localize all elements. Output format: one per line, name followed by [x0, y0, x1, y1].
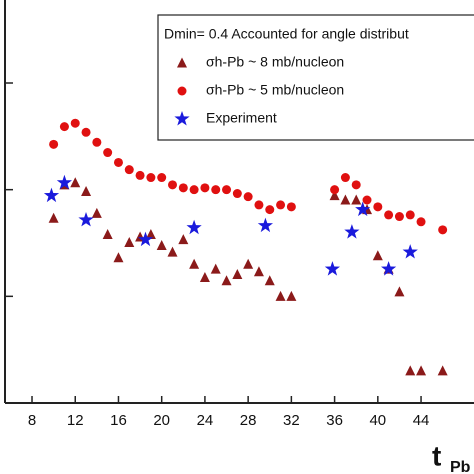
circle-marker — [286, 202, 296, 212]
triangle-marker — [189, 258, 200, 269]
triangle-marker — [210, 263, 221, 274]
circle-marker — [340, 173, 350, 183]
triangle-marker — [351, 194, 362, 205]
circle-marker — [113, 157, 123, 167]
star-marker — [324, 261, 340, 276]
circle-marker — [146, 173, 156, 183]
circle-marker — [168, 180, 177, 190]
star-marker — [78, 212, 94, 227]
circle-marker — [178, 183, 188, 193]
circle-marker — [438, 225, 448, 235]
triangle-marker — [264, 275, 275, 286]
triangle-marker — [221, 275, 232, 286]
triangle-marker — [156, 239, 167, 250]
triangle-marker — [329, 190, 340, 201]
circle-marker — [200, 183, 210, 193]
triangle-marker — [113, 252, 124, 263]
x-tick-label: 28 — [240, 412, 257, 429]
triangle-marker — [416, 365, 427, 376]
triangle-marker — [70, 177, 81, 188]
triangle-marker — [437, 365, 448, 376]
star-marker — [186, 219, 202, 235]
star-marker — [381, 261, 397, 276]
legend-title: Dmin= 0.4 Accounted for angle distribut — [164, 26, 409, 42]
star-marker — [402, 244, 418, 259]
x-tick-label: 8 — [28, 412, 36, 429]
legend-marker — [177, 57, 187, 68]
triangle-marker — [372, 250, 383, 261]
circle-marker — [124, 165, 134, 175]
x-tick-label: 32 — [283, 412, 300, 429]
triangle-marker — [286, 290, 297, 301]
circle-marker — [276, 200, 286, 210]
triangle-marker — [275, 290, 286, 301]
circle-marker — [70, 118, 80, 128]
triangle-marker — [48, 212, 59, 223]
triangle-marker — [199, 272, 210, 283]
triangle-marker — [394, 286, 405, 297]
circle-marker — [373, 202, 383, 212]
circle-marker — [384, 210, 394, 220]
circle-marker — [92, 137, 102, 147]
triangle-marker — [102, 228, 113, 239]
x-tick-label: 12 — [67, 412, 84, 429]
legend-label: σh-Pb ~ 5 mb/nucleon — [206, 82, 344, 98]
legend-label: Experiment — [206, 110, 277, 126]
triangle-marker — [243, 258, 254, 269]
circle-marker — [189, 185, 199, 195]
circle-marker — [265, 205, 275, 215]
circle-marker — [211, 185, 221, 195]
x-axis-label-subscript: Pb — [450, 459, 471, 474]
star-marker — [355, 201, 371, 217]
circle-marker — [135, 170, 145, 180]
circle-marker — [59, 122, 69, 132]
star-marker — [344, 224, 360, 239]
circle-marker — [394, 212, 404, 222]
circle-marker — [103, 148, 113, 158]
x-tick-label: 16 — [110, 412, 127, 429]
triangle-marker — [124, 236, 135, 247]
circle-marker — [362, 195, 372, 205]
triangle-marker — [91, 207, 102, 218]
triangle-marker — [405, 365, 416, 376]
x-tick-label: 44 — [413, 412, 430, 429]
legend-marker — [177, 86, 187, 96]
legend-box — [157, 14, 474, 141]
x-tick-label: 20 — [153, 412, 170, 429]
star-marker — [43, 187, 60, 203]
circle-marker — [157, 173, 167, 183]
circle-marker — [232, 189, 242, 199]
circle-marker — [351, 180, 361, 190]
legend-label: σh-Pb ~ 8 mb/nucleon — [206, 54, 344, 70]
circle-marker — [49, 139, 59, 149]
circle-marker — [243, 192, 253, 202]
star-marker — [56, 174, 72, 190]
triangle-marker — [145, 228, 156, 239]
circle-marker — [330, 185, 340, 195]
circle-marker — [222, 185, 232, 195]
triangle-marker — [81, 186, 92, 197]
x-tick-label: 40 — [369, 412, 386, 429]
triangle-marker — [253, 266, 264, 277]
x-tick-label: 36 — [326, 412, 343, 429]
circle-marker — [254, 200, 264, 210]
legend-marker — [174, 111, 190, 126]
triangle-marker — [340, 194, 351, 205]
circle-marker — [405, 210, 415, 220]
x-axis-label: t — [432, 440, 441, 471]
triangle-marker — [232, 269, 243, 280]
circle-marker — [416, 217, 426, 227]
x-tick-label: 24 — [197, 412, 214, 429]
circle-marker — [81, 127, 91, 137]
triangle-marker — [178, 234, 189, 245]
star-marker — [257, 217, 273, 233]
star-marker — [137, 231, 154, 247]
triangle-marker — [167, 246, 178, 257]
